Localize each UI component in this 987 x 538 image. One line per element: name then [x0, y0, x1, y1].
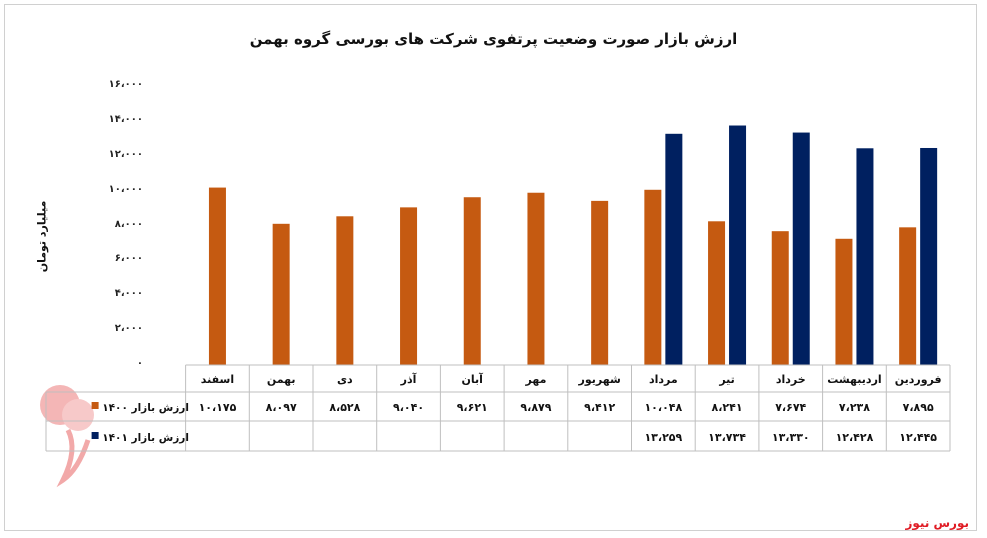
data-label-1400: ۸،۰۹۷ [266, 401, 297, 414]
bar-1400 [463, 197, 481, 365]
data-label-1401: ۱۳،۲۵۹ [644, 431, 682, 444]
data-label-1400: ۱۰،۱۷۵ [199, 401, 237, 414]
brand-label: بورس نیوز [905, 516, 969, 530]
y-tick-label: ۴،۰۰۰ [114, 288, 143, 300]
data-label-1400: ۸،۵۲۸ [329, 401, 360, 414]
data-label-1401: ۱۳،۷۳۴ [708, 431, 746, 444]
category-label: آبان [462, 372, 484, 386]
bar-1401 [729, 125, 747, 366]
category-label: اسفند [201, 373, 234, 386]
y-tick-label: ۱۲،۰۰۰ [108, 148, 143, 160]
bar-1400 [708, 221, 726, 365]
watermark-logo [40, 385, 94, 488]
legend-swatch [91, 402, 99, 409]
chart-title: ارزش بازار صورت وضعیت پرتفوی شرکت های بو… [249, 30, 738, 48]
data-label-1400: ۹،۸۷۹ [520, 401, 551, 414]
y-tick-label: ۲،۰۰۰ [114, 323, 143, 335]
category-label: تیر [718, 373, 734, 386]
data-label-1401: ۱۲،۴۴۵ [899, 431, 937, 444]
data-label-1400: ۹،۰۴۰ [393, 401, 424, 414]
data-label-1400: ۷،۸۹۵ [903, 401, 934, 414]
legend-swatch [91, 432, 99, 439]
category-label: مرداد [649, 373, 678, 386]
data-label-1401: ۱۲،۴۲۸ [836, 431, 874, 444]
category-label: خرداد [776, 373, 806, 386]
y-tick-label: ۶،۰۰۰ [114, 253, 143, 265]
bar-1400 [899, 227, 917, 365]
data-label-1400: ۷،۶۷۴ [775, 401, 806, 414]
y-tick-label: ۸،۰۰۰ [114, 218, 143, 230]
y-tick-label: ۱۰،۰۰۰ [108, 183, 143, 195]
category-label: آذر [400, 372, 417, 386]
bar-1401 [920, 147, 938, 365]
category-label: دی [337, 373, 353, 386]
data-label-1400: ۷،۲۳۸ [839, 401, 870, 414]
bar-1400 [771, 231, 789, 365]
chart-frame [4, 4, 977, 531]
bar-1401 [665, 133, 683, 365]
data-label-1400: ۹،۶۲۱ [457, 401, 488, 414]
bar-1400 [644, 189, 662, 365]
bar-1400 [208, 187, 226, 365]
y-tick-label: ۱۶،۰۰۰ [108, 79, 143, 90]
legend-label: ارزش بازار ۱۴۰۰ [102, 402, 189, 414]
bar-1400 [835, 238, 853, 365]
y-tick-label: ۱۴،۰۰۰ [108, 113, 143, 125]
bar-1400 [272, 223, 290, 365]
bar-1400 [400, 207, 418, 365]
bar-1400 [527, 192, 545, 365]
category-label: فروردین [895, 373, 942, 386]
category-label: مهر [524, 373, 546, 386]
data-label-1400: ۹،۴۱۲ [584, 401, 615, 414]
data-label-1401: ۱۳،۳۳۰ [772, 431, 810, 444]
data-label-1400: ۱۰،۰۴۸ [644, 401, 682, 414]
bar-1401 [792, 132, 810, 365]
category-label: شهریور [578, 373, 621, 386]
bar-1400 [336, 216, 354, 365]
y-tick-label: ۰ [136, 358, 143, 369]
bar-1401 [856, 148, 874, 365]
category-label: اردیبهشت [827, 373, 881, 386]
category-label: بهمن [267, 373, 296, 386]
data-label-1400: ۸،۲۴۱ [712, 401, 743, 414]
bar-1400 [591, 200, 609, 365]
legend-label: ارزش بازار ۱۴۰۱ [102, 432, 189, 444]
